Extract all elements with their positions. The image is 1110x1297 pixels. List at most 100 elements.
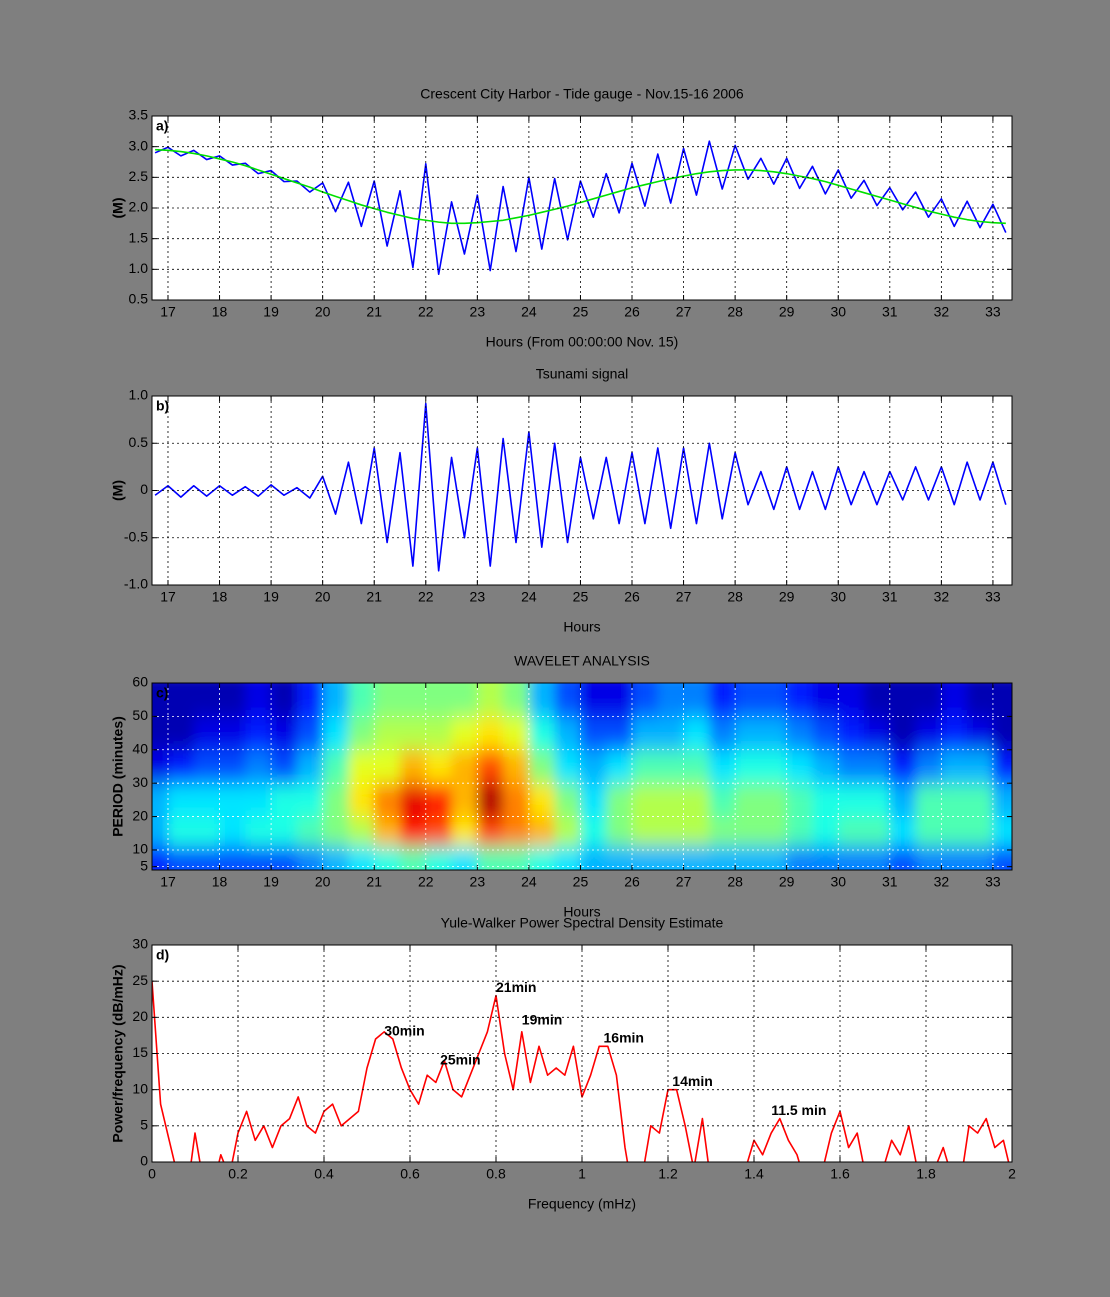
chart-title: Crescent City Harbor - Tide gauge - Nov.… [420, 86, 744, 102]
plot [152, 683, 1012, 870]
x-tick-label: 23 [470, 304, 486, 320]
panel-label: c) [156, 685, 168, 701]
heatmap-cell [296, 816, 324, 847]
heatmap-cell [915, 783, 942, 818]
x-tick-label: 31 [882, 589, 898, 605]
heatmap-cell [606, 816, 633, 847]
x-tick-label: 32 [934, 589, 950, 605]
heatmap-cell [657, 783, 685, 818]
x-tick-label: 25 [573, 304, 589, 320]
x-tick-label: 19 [263, 304, 279, 320]
heatmap-cell [941, 716, 968, 751]
heatmap-cell [451, 783, 478, 818]
heatmap-cell [683, 716, 710, 751]
heatmap-cell [632, 749, 659, 784]
heatmap-cell [477, 683, 504, 717]
heatmap-cell [967, 783, 994, 818]
heatmap-cell [399, 716, 427, 751]
x-tick-label: 26 [624, 304, 640, 320]
heatmap-cell [322, 749, 349, 784]
y-tick-label: 20 [132, 1008, 148, 1024]
x-tick-label: 21 [366, 874, 382, 890]
x-tick-label: 25 [573, 589, 589, 605]
x-tick-label: 1.2 [658, 1166, 678, 1182]
chart-title: Yule-Walker Power Spectral Density Estim… [441, 915, 724, 931]
x-tick-label: 1.8 [916, 1166, 936, 1182]
heatmap-cell [812, 683, 839, 717]
heatmap-cell [245, 749, 272, 784]
heatmap-cell [271, 783, 298, 818]
y-axis-label: (M) [110, 480, 126, 501]
x-tick-label: 0 [148, 1166, 156, 1182]
heatmap-cell [477, 783, 504, 818]
heatmap-cell [374, 783, 401, 818]
heatmap-cell [889, 816, 917, 847]
heatmap-cell [348, 783, 375, 818]
chart-title: Tsunami signal [536, 366, 629, 382]
x-tick-label: 32 [934, 874, 950, 890]
x-tick-label: 18 [212, 874, 228, 890]
heatmap-cell [812, 783, 839, 818]
heatmap-cell [374, 749, 401, 784]
panel: 0 0.2 0.4 0.6 0.8 1 1.2 1.4 1.6 1.8 2051015202530d… [110, 915, 1016, 1212]
y-tick-label: 25 [132, 972, 148, 988]
heatmap-cell [606, 716, 633, 751]
heatmap-cell [322, 716, 349, 751]
heatmap-cell [606, 683, 633, 717]
heatmap-cell [374, 816, 401, 847]
x-axis-label: Hours [563, 619, 600, 635]
annotation: 11.5 min [771, 1102, 826, 1118]
heatmap-cell [152, 816, 169, 847]
x-tick-label: 2 [1008, 1166, 1016, 1182]
heatmap-cell [152, 716, 169, 751]
annotation: 30min [384, 1023, 424, 1039]
heatmap-cell [967, 845, 994, 870]
heatmap-cell [760, 749, 788, 784]
heatmap-cell [992, 845, 1012, 870]
heatmap-cell [245, 716, 272, 751]
panel: 17 18 19 20 21 22 23 24 25 26 27 28 29 30 31 32 33 510 20 3… [110, 653, 1013, 920]
x-tick-label: 21 [366, 304, 382, 320]
x-tick-label: 31 [882, 874, 898, 890]
heatmap-cell [399, 749, 427, 784]
x-tick-label: 21 [366, 589, 382, 605]
heatmap-cell [193, 816, 221, 847]
heatmap-cell [528, 749, 556, 784]
x-tick-label: 30 [830, 589, 846, 605]
heatmap-cell [735, 816, 762, 847]
heatmap-cell [889, 783, 917, 818]
x-tick-label: 28 [727, 304, 743, 320]
heatmap-cell [152, 783, 169, 818]
heatmap-cell [528, 816, 556, 847]
heatmap-cell [348, 749, 375, 784]
heatmap-cell [967, 716, 994, 751]
heatmap-cell [348, 716, 375, 751]
y-tick-label: 0 [140, 481, 148, 497]
heatmap-cell [632, 783, 659, 818]
x-tick-label: 28 [727, 874, 743, 890]
x-tick-label: 20 [315, 589, 331, 605]
heatmap-cell [632, 683, 659, 717]
heatmap-cell [915, 683, 942, 717]
heatmap-cell [477, 845, 504, 870]
heatmap-cell [683, 749, 710, 784]
axes-frame [151, 944, 1013, 1163]
heatmap-cell [760, 816, 788, 847]
heatmap-cell [348, 683, 375, 717]
heatmap-cell [167, 783, 195, 818]
heatmap-cell [374, 716, 401, 751]
heatmap-cell [322, 683, 349, 717]
heatmap-cell [838, 783, 865, 818]
heatmap-cell [709, 716, 736, 751]
y-tick-label: 3.5 [129, 107, 149, 123]
heatmap-cell [503, 683, 530, 717]
heatmap-cell [812, 749, 839, 784]
heatmap-cell [451, 749, 478, 784]
heatmap-cell [606, 749, 633, 784]
y-tick-label: 0 [140, 1153, 148, 1169]
heatmap-cell [683, 816, 710, 847]
y-tick-label: 40 [132, 740, 148, 756]
heatmap-cell [399, 816, 427, 847]
y-tick-label: 2.0 [129, 199, 149, 215]
heatmap-cell [193, 683, 221, 717]
